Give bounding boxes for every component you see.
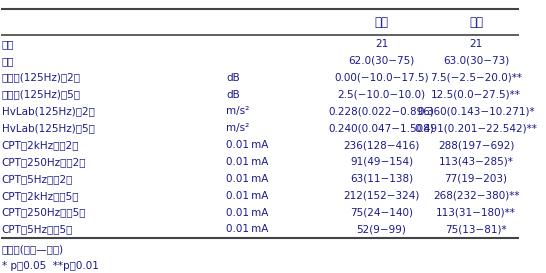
Text: 例数: 例数 (2, 39, 14, 49)
Text: CPT（5Hz）第2指: CPT（5Hz）第2指 (2, 174, 73, 184)
Text: 0.00(−10.0−17.5): 0.00(−10.0−17.5) (334, 73, 429, 83)
Text: 21: 21 (375, 39, 388, 49)
Text: dB: dB (226, 90, 240, 100)
Text: 91(49−154): 91(49−154) (350, 157, 413, 167)
Text: 0.491(0.201−22.542)**: 0.491(0.201−22.542)** (414, 123, 537, 133)
Text: 0.228(0.022−0.896): 0.228(0.022−0.896) (329, 106, 435, 116)
Text: 113(31−180)**: 113(31−180)** (436, 207, 516, 218)
Text: 0.01 mA: 0.01 mA (226, 140, 269, 150)
Text: リオン(125Hz)第2指: リオン(125Hz)第2指 (2, 73, 81, 83)
Text: CPT（2kHz）第5指: CPT（2kHz）第5指 (2, 191, 79, 201)
Text: 113(43−285)*: 113(43−285)* (438, 157, 513, 167)
Text: 63.0(30−73): 63.0(30−73) (443, 56, 509, 66)
Text: 振動: 振動 (469, 16, 483, 29)
Text: m/s²: m/s² (226, 106, 250, 116)
Text: 288(197−692): 288(197−692) (438, 140, 514, 150)
Text: 0.01 mA: 0.01 mA (226, 207, 269, 218)
Text: 0.01 mA: 0.01 mA (226, 224, 269, 235)
Text: 63(11−138): 63(11−138) (350, 174, 413, 184)
Text: リオン(125Hz)第5指: リオン(125Hz)第5指 (2, 90, 81, 100)
Text: 2.5(−10.0−10.0): 2.5(−10.0−10.0) (337, 90, 425, 100)
Text: HvLab(125Hz)第2指: HvLab(125Hz)第2指 (2, 106, 94, 116)
Text: CPT（250Hz）第2指: CPT（250Hz）第2指 (2, 157, 86, 167)
Text: 7.5(−2.5−20.0)**: 7.5(−2.5−20.0)** (430, 73, 522, 83)
Text: 77(19−203): 77(19−203) (444, 174, 508, 184)
Text: 対照: 対照 (375, 16, 389, 29)
Text: 12.5(0.0−27.5)**: 12.5(0.0−27.5)** (431, 90, 521, 100)
Text: 212(152−324): 212(152−324) (343, 191, 420, 201)
Text: * p＜0.05  **p＜0.01: * p＜0.05 **p＜0.01 (2, 261, 99, 271)
Text: 52(9−99): 52(9−99) (357, 224, 406, 235)
Text: 75(13−81)*: 75(13−81)* (445, 224, 507, 235)
Text: 0.01 mA: 0.01 mA (226, 157, 269, 167)
Text: 中央値(最小—最大): 中央値(最小—最大) (2, 245, 64, 255)
Text: 62.0(30−75): 62.0(30−75) (348, 56, 414, 66)
Text: m/s²: m/s² (226, 123, 250, 133)
Text: CPT（2kHz）第2指: CPT（2kHz）第2指 (2, 140, 79, 150)
Text: HvLab(125Hz)第5指: HvLab(125Hz)第5指 (2, 123, 94, 133)
Text: 268(232−380)**: 268(232−380)** (433, 191, 519, 201)
Text: CPT（5Hz）第5指: CPT（5Hz）第5指 (2, 224, 73, 235)
Text: dB: dB (226, 73, 240, 83)
Text: 0.01 mA: 0.01 mA (226, 174, 269, 184)
Text: CPT（250Hz）第5指: CPT（250Hz）第5指 (2, 207, 86, 218)
Text: 21: 21 (470, 39, 483, 49)
Text: 75(24−140): 75(24−140) (350, 207, 413, 218)
Text: 0.01 mA: 0.01 mA (226, 191, 269, 201)
Text: 年齢: 年齢 (2, 56, 14, 66)
Text: 0.240(0.047−1.508): 0.240(0.047−1.508) (329, 123, 435, 133)
Text: 236(128−416): 236(128−416) (343, 140, 420, 150)
Text: 0.360(0.143−10.271)*: 0.360(0.143−10.271)* (417, 106, 535, 116)
